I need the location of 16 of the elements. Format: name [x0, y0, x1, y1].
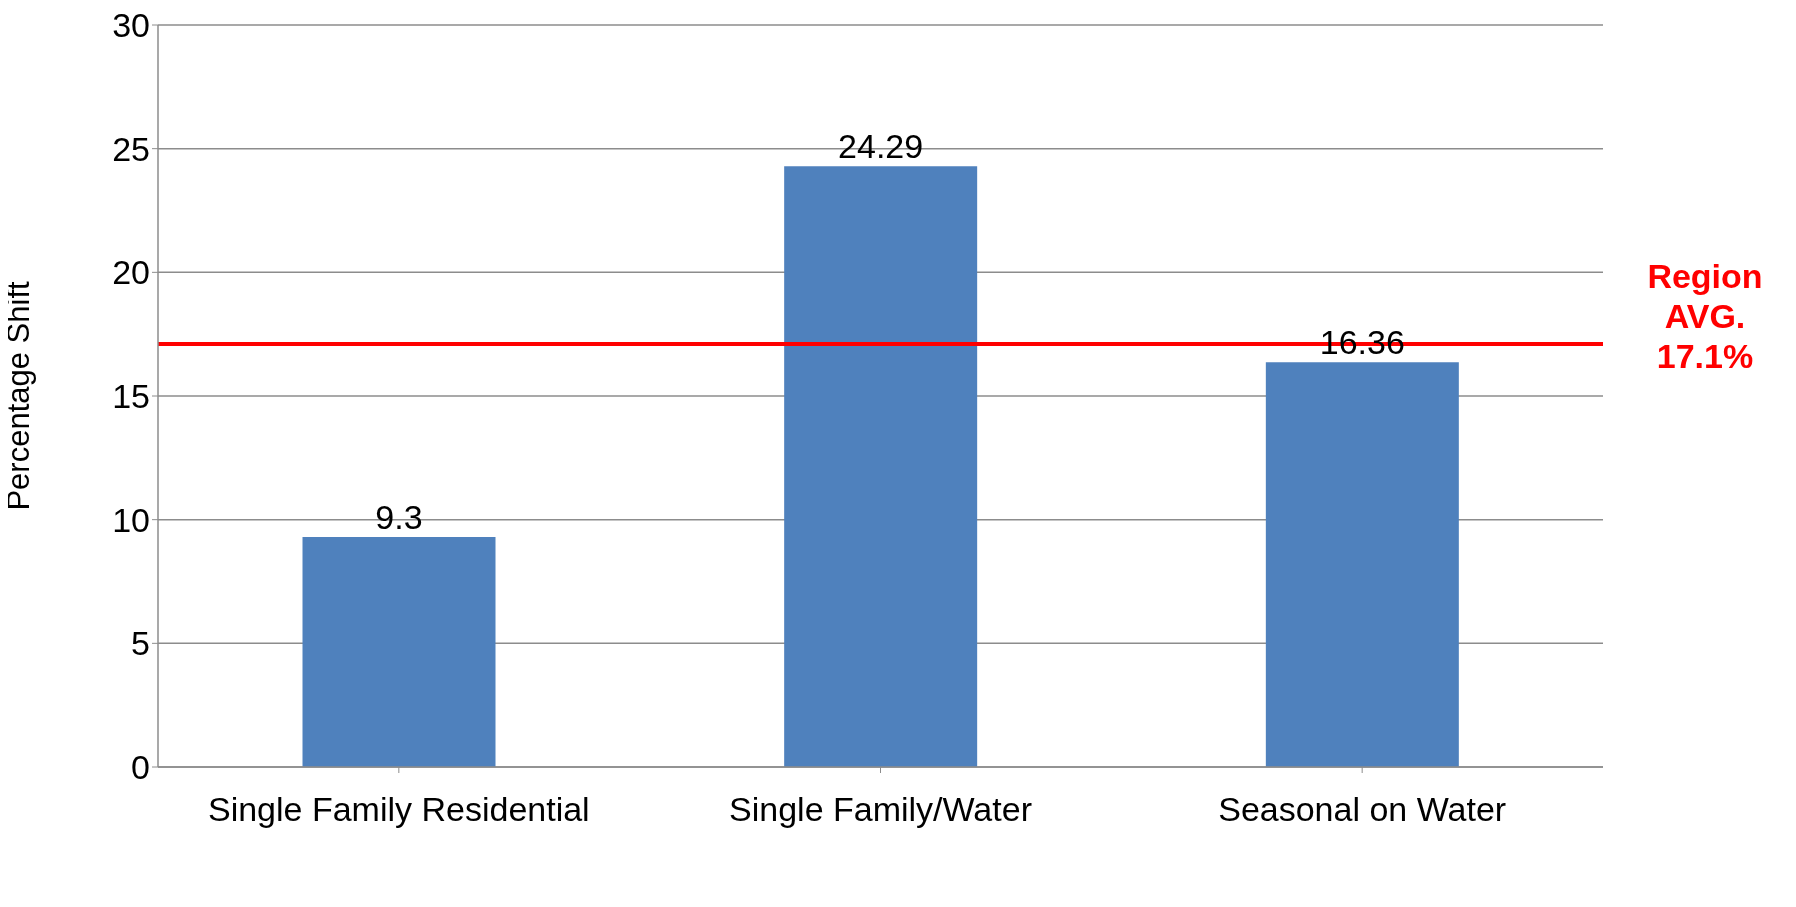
y-tick-label: 15 [112, 377, 150, 416]
y-tick-label: 5 [131, 624, 150, 663]
bar [1265, 362, 1459, 767]
y-tick-label: 25 [112, 129, 150, 168]
x-tick-label: Seasonal on Water [1218, 790, 1507, 829]
y-tick-label: 10 [112, 500, 150, 539]
bar [302, 536, 496, 767]
bar [784, 166, 978, 767]
y-tick-label: 0 [131, 748, 150, 787]
y-tick-label: 30 [112, 6, 150, 45]
data-label: 9.3 [375, 497, 423, 536]
y-tick-label: 20 [112, 253, 150, 292]
ref-line-label: Region AVG. 17.1% [1647, 257, 1763, 376]
x-tick-label: Single Family Residential [207, 790, 590, 829]
x-tick-label: Single Family/Water [729, 790, 1032, 829]
data-label: 24.29 [838, 127, 924, 166]
